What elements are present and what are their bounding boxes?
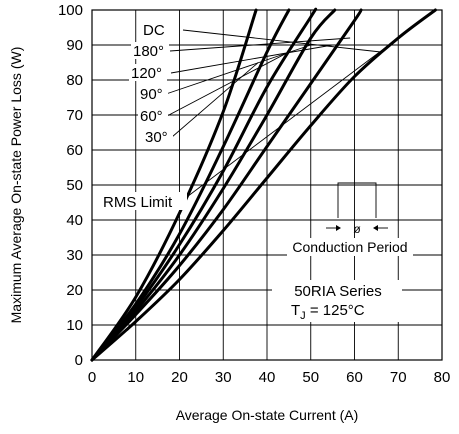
conduction-arrow-right-head — [373, 225, 378, 231]
y-axis-title: Maximum Average On-state Power Loss (W) — [8, 47, 24, 324]
plot-frame — [91, 9, 443, 361]
curve-60-deg — [90, 8, 291, 362]
x-axis-title: Average On-state Current (A) — [176, 407, 359, 423]
y-tick-label-10: 10 — [66, 317, 83, 334]
curve-dc — [90, 8, 437, 362]
rms-limit-line — [179, 9, 436, 203]
leader-120-deg — [170, 44, 333, 74]
y-tick-label-70: 70 — [66, 107, 83, 124]
series-info-bg — [272, 280, 402, 322]
curve-120-deg — [90, 8, 337, 362]
tick-labels: 0 10 20 30 40 50 60 70 80 0 10 20 30 40 50 60 70 80 90 100 — [58, 2, 450, 386]
series-label-bg-30-deg — [143, 128, 173, 145]
x-tick-label-70: 70 — [390, 369, 407, 386]
y-tick-label-20: 20 — [66, 282, 83, 299]
rms-limit-label: RMS Limit — [103, 194, 173, 211]
series-labels: 30° 60° 90° 120° 180° DC RMS Limit — [101, 21, 187, 211]
leader-30-deg — [171, 62, 259, 138]
series-label-dc: DC — [143, 22, 165, 39]
x-tick-label-10: 10 — [127, 369, 144, 386]
series-label-bg-180-deg — [131, 42, 169, 59]
label-leaders — [165, 29, 381, 138]
x-tick-label-20: 20 — [171, 369, 188, 386]
x-tick-label-0: 0 — [88, 369, 96, 386]
y-tick-label-60: 60 — [66, 142, 83, 159]
series-label-bg-90-deg — [138, 85, 168, 102]
y-tick-label-100: 100 — [58, 2, 83, 19]
y-tick-label-30: 30 — [66, 247, 83, 264]
rms-limit-label-bg — [101, 192, 187, 210]
curve-90-deg — [90, 7, 318, 362]
series-label-bg-60-deg — [138, 107, 168, 124]
conduction-pulse-shape — [337, 182, 377, 218]
y-tick-label-90: 90 — [66, 37, 83, 54]
series-label-60-deg: 60° — [140, 108, 163, 125]
conduction-arrow-left-head — [336, 225, 341, 231]
curve-180-deg — [90, 8, 363, 362]
leader-60-deg — [166, 51, 290, 117]
x-tick-label-40: 40 — [259, 369, 276, 386]
series-name-label: 50RIA Series — [294, 283, 382, 300]
series-label-bg-120-deg — [129, 64, 167, 81]
conduction-period-label: Conduction Period — [292, 239, 407, 255]
y-tick-label-0: 0 — [75, 352, 83, 369]
junction-temp-label: TJ = 125°C — [291, 302, 365, 322]
series-label-120-deg: 120° — [131, 65, 162, 82]
series-label-30-deg: 30° — [145, 129, 168, 146]
y-tick-label-80: 80 — [66, 72, 83, 89]
y-tick-label-40: 40 — [66, 212, 83, 229]
conduction-period-inset: ø Conduction Period — [287, 182, 413, 256]
x-tick-label-30: 30 — [215, 369, 232, 386]
series-label-180-deg: 180° — [133, 43, 164, 60]
series-label-90-deg: 90° — [140, 86, 163, 103]
x-tick-label-80: 80 — [434, 369, 451, 386]
y-tick-label-50: 50 — [66, 177, 83, 194]
x-tick-label-50: 50 — [302, 369, 319, 386]
conduction-label-bg — [287, 238, 413, 256]
leader-dc — [182, 29, 381, 53]
x-tick-label-60: 60 — [346, 369, 363, 386]
phi-label: ø — [353, 222, 361, 236]
series-label-bg-dc — [141, 21, 163, 38]
leader-180-deg — [169, 37, 351, 52]
